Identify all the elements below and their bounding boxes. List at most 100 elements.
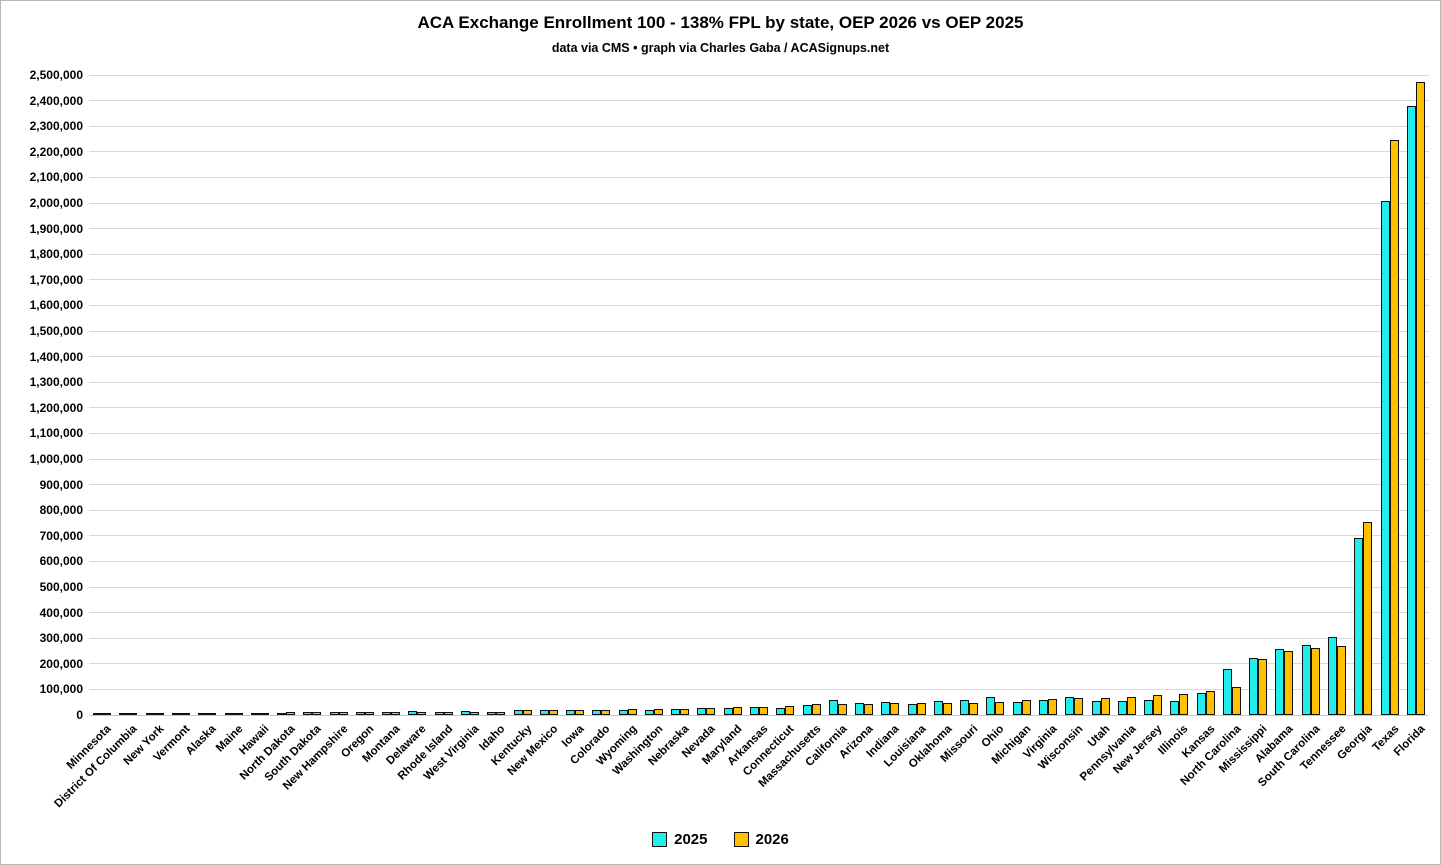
gridline-2500000 xyxy=(89,74,1429,76)
bar-oklahoma-2025 xyxy=(933,701,943,715)
bar-georgia-2025 xyxy=(1354,538,1364,715)
bar-nevada-2025 xyxy=(697,708,707,715)
bar-new-jersey-2026 xyxy=(1153,695,1163,715)
plot-area xyxy=(89,74,1429,716)
chart-subtitle: data via CMS • graph via Charles Gaba / … xyxy=(551,41,890,55)
bar-arizona-2025 xyxy=(855,703,865,715)
legend-swatch-2026 xyxy=(733,832,749,847)
bar-south-carolina-2025 xyxy=(1301,645,1311,715)
gridline-2000000 xyxy=(89,202,1429,204)
bar-colorado-2026 xyxy=(601,710,611,715)
y-tick-label: 200,000 xyxy=(39,656,83,671)
gridline-1300000 xyxy=(89,381,1429,383)
bar-new-hampshire-2025 xyxy=(329,712,339,715)
y-tick-label: 2,100,000 xyxy=(29,170,83,185)
bar-california-2026 xyxy=(837,704,847,715)
bar-missouri-2026 xyxy=(969,703,979,715)
y-tick-label: 2,300,000 xyxy=(29,119,83,134)
bar-louisiana-2026 xyxy=(916,703,926,715)
bar-new-hampshire-2026 xyxy=(338,712,348,715)
gridline-2300000 xyxy=(89,125,1429,127)
legend-label-2026: 2026 xyxy=(755,831,789,848)
chart-title: ACA Exchange Enrollment 100 - 138% FPL b… xyxy=(417,13,1024,32)
bar-utah-2026 xyxy=(1100,698,1110,715)
bar-kansas-2025 xyxy=(1196,693,1206,715)
bar-montana-2025 xyxy=(382,712,392,715)
bar-connecticut-2026 xyxy=(785,706,795,715)
bar-district-of-columbia-2025 xyxy=(119,713,129,715)
bar-rhode-island-2026 xyxy=(443,712,453,715)
bar-maine-2026 xyxy=(233,713,243,715)
bar-illinois-2026 xyxy=(1179,694,1189,715)
bar-new-mexico-2026 xyxy=(548,710,558,715)
bar-nebraska-2026 xyxy=(680,709,690,715)
bar-vermont-2026 xyxy=(180,713,190,715)
bar-pennsylvania-2025 xyxy=(1117,701,1127,715)
bar-wisconsin-2026 xyxy=(1074,698,1084,715)
y-tick-label: 1,300,000 xyxy=(29,375,83,390)
gridline-2400000 xyxy=(89,100,1429,102)
y-tick-label: 2,200,000 xyxy=(29,144,83,159)
bar-idaho-2025 xyxy=(487,712,497,715)
bar-colorado-2025 xyxy=(592,710,602,715)
bar-florida-2025 xyxy=(1406,106,1416,715)
bar-illinois-2025 xyxy=(1170,701,1180,715)
bar-minnesota-2025 xyxy=(93,713,103,715)
legend-item-2025: 2025 xyxy=(652,831,708,848)
bar-washington-2025 xyxy=(644,710,654,715)
bar-tennessee-2026 xyxy=(1337,646,1347,715)
gridline-200000 xyxy=(89,663,1429,665)
bar-kentucky-2026 xyxy=(522,710,532,715)
bar-virginia-2026 xyxy=(1048,699,1058,715)
bar-tennessee-2025 xyxy=(1328,637,1338,715)
bar-new-mexico-2025 xyxy=(539,710,549,715)
legend-item-2026: 2026 xyxy=(733,831,789,848)
y-tick-label: 1,100,000 xyxy=(29,426,83,441)
bar-oregon-2025 xyxy=(355,712,365,715)
bar-rhode-island-2025 xyxy=(434,712,444,715)
y-tick-label: 1,900,000 xyxy=(29,221,83,236)
bar-washington-2026 xyxy=(653,709,663,715)
gridline-1400000 xyxy=(89,356,1429,358)
bar-delaware-2025 xyxy=(408,711,418,715)
bar-wisconsin-2025 xyxy=(1065,697,1075,715)
bar-south-dakota-2025 xyxy=(303,712,313,715)
y-tick-label: 1,700,000 xyxy=(29,272,83,287)
bar-south-dakota-2026 xyxy=(312,712,322,715)
y-tick-label: 400,000 xyxy=(39,605,83,620)
legend-label-2025: 2025 xyxy=(674,831,708,848)
gridline-1900000 xyxy=(89,228,1429,230)
bar-south-carolina-2026 xyxy=(1310,648,1320,715)
bar-district-of-columbia-2026 xyxy=(128,713,138,715)
bar-missouri-2025 xyxy=(960,700,970,715)
bar-north-dakota-2026 xyxy=(286,712,296,715)
bar-north-carolina-2026 xyxy=(1231,687,1241,715)
gridline-700000 xyxy=(89,535,1429,537)
bar-indiana-2025 xyxy=(881,702,891,715)
legend: 2025 2026 xyxy=(1,831,1440,848)
y-tick-label: 1,800,000 xyxy=(29,247,83,262)
bar-massachusetts-2026 xyxy=(811,704,821,715)
bar-minnesota-2026 xyxy=(102,713,112,715)
bar-indiana-2026 xyxy=(890,703,900,715)
bar-kansas-2026 xyxy=(1205,691,1215,715)
bar-kentucky-2025 xyxy=(513,710,523,715)
bar-mississippi-2026 xyxy=(1258,659,1268,715)
gridline-600000 xyxy=(89,560,1429,562)
gridline-1500000 xyxy=(89,330,1429,332)
bar-maine-2025 xyxy=(224,713,234,715)
bar-nebraska-2025 xyxy=(671,709,681,715)
gridline-100000 xyxy=(89,688,1429,690)
bar-maryland-2025 xyxy=(723,708,733,715)
gridline-300000 xyxy=(89,637,1429,639)
bar-wyoming-2025 xyxy=(618,710,628,715)
y-tick-label: 2,400,000 xyxy=(29,93,83,108)
gridline-800000 xyxy=(89,509,1429,511)
bar-ohio-2025 xyxy=(986,697,996,715)
bar-alaska-2026 xyxy=(207,713,217,715)
bar-west-virginia-2026 xyxy=(469,712,479,715)
bar-hawaii-2025 xyxy=(250,713,260,715)
gridline-500000 xyxy=(89,586,1429,588)
y-tick-label: 2,500,000 xyxy=(29,68,83,82)
